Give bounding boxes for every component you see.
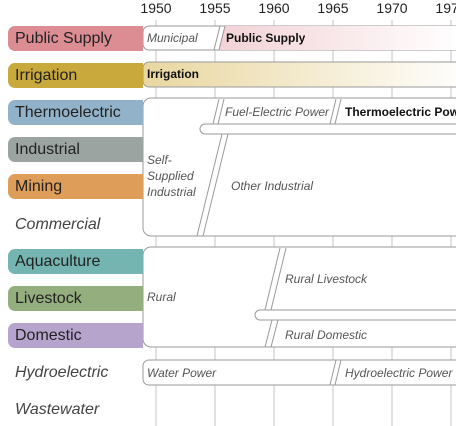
break: [196, 133, 229, 237]
category-label: Wastewater: [15, 401, 100, 418]
year-label: 1950: [140, 0, 172, 16]
category-label: Thermoelectric: [15, 104, 121, 122]
label: Irrigation: [147, 67, 200, 81]
category-label: Livestock: [15, 289, 82, 307]
label: Rural Domestic: [285, 328, 368, 342]
category-label: Mining: [15, 178, 63, 196]
label: Rural: [147, 290, 176, 304]
label: Other Industrial: [231, 179, 314, 193]
label: Fuel-Electric Power: [225, 105, 330, 119]
label: Public Supply: [226, 31, 306, 45]
category-label: Aquaculture: [15, 252, 101, 270]
label: Hydroelectric Power: [345, 366, 453, 380]
category-pill: [8, 285, 143, 311]
break: [213, 25, 226, 51]
label: Water Power: [147, 366, 217, 380]
box: [142, 246, 456, 348]
category-label: Commercial: [15, 215, 101, 233]
category-pill: [8, 26, 143, 51]
category-label: Public Supply: [15, 30, 112, 47]
box-fill: [219, 26, 456, 50]
break: [212, 98, 342, 125]
year-label: 1975: [435, 0, 456, 16]
band: [254, 309, 456, 321]
label: Rural Livestock: [285, 272, 368, 286]
band: [199, 123, 456, 135]
category-label: Domestic: [15, 326, 82, 344]
year-label: 1970: [376, 0, 408, 16]
category-label: Irrigation: [15, 67, 78, 85]
label: Thermoelectric Power: [345, 105, 456, 119]
category-pill: [8, 322, 143, 348]
category-pill: [8, 137, 143, 163]
label: Self-Supplied Industrial: [147, 153, 196, 199]
category-label: Hydroelectric: [15, 363, 109, 381]
break: [329, 359, 342, 386]
category-pill: [8, 248, 143, 274]
box: [142, 359, 456, 386]
box: [142, 61, 456, 88]
category-pill: [8, 63, 143, 89]
category-label: Industrial: [15, 141, 80, 159]
year-label: 1960: [258, 0, 290, 16]
label: Municipal: [147, 31, 198, 45]
category-pill: [8, 100, 143, 126]
year-label: 1965: [317, 0, 349, 16]
break: [264, 247, 287, 348]
category-pill: [8, 174, 143, 200]
year-label: 1955: [199, 0, 231, 16]
